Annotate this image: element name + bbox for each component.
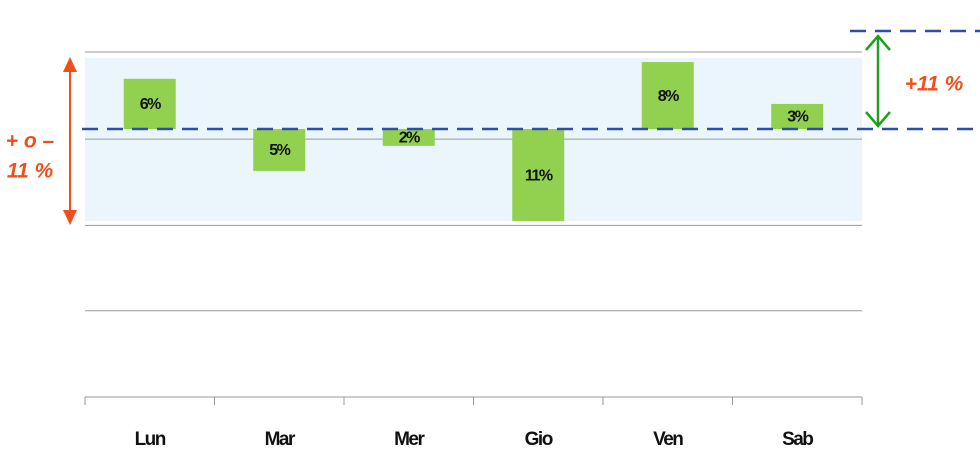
x-tick-label: Mar (265, 429, 296, 450)
x-tick-label: Gio (525, 429, 553, 450)
bar (382, 129, 435, 146)
annotation: 11 % (7, 160, 54, 183)
x-tick-label: Mer (394, 429, 425, 450)
value-label: 3% (787, 109, 808, 126)
annotation: +11 % (905, 73, 964, 96)
x-tick-label: Sab (782, 429, 813, 450)
grid (84, 51, 863, 405)
x-tick-label: Lun (135, 429, 166, 450)
bar (123, 78, 176, 130)
bar (253, 129, 306, 171)
bar (641, 62, 694, 130)
green-arrow (865, 34, 891, 128)
red-arrow (63, 57, 77, 225)
value-label: 11% (525, 167, 553, 184)
annotation: + o – (6, 130, 55, 153)
value-label: 8% (658, 88, 679, 105)
x-tick-label: Ven (653, 429, 683, 450)
bar (771, 103, 824, 130)
bars: 6% 5% 2% 11% 8% 3% (123, 62, 824, 222)
value-label: 5% (269, 142, 290, 159)
value-label: 6% (140, 96, 161, 113)
bar (512, 129, 565, 222)
value-label: 2% (399, 130, 420, 147)
